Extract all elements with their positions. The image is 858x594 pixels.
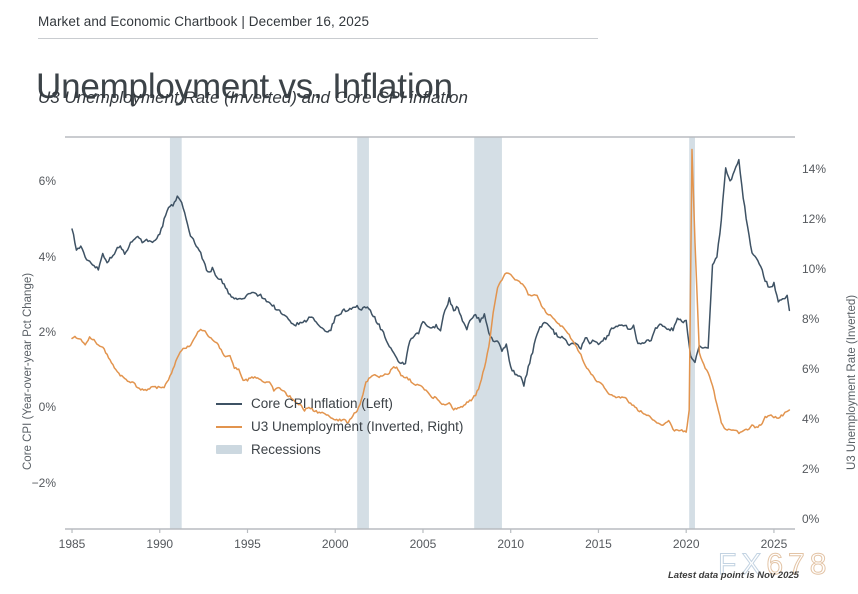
y-axis-right-title: U3 Unemployment Rate (Inverted)	[846, 294, 858, 470]
recession-band	[357, 137, 369, 529]
x-tick-label: 1990	[146, 537, 174, 551]
legend-label: U3 Unemployment (Inverted, Right)	[251, 419, 464, 434]
y-tick-right: 0%	[802, 512, 820, 527]
legend-band-swatch	[216, 445, 242, 454]
y-tick-left: 0%	[38, 400, 56, 415]
recession-band	[169, 137, 182, 529]
legend-line-swatch	[216, 402, 242, 405]
y-tick-left: 6%	[38, 174, 56, 189]
watermark-glyph: 8	[809, 548, 832, 582]
recession-band	[689, 137, 695, 529]
y-tick-right: 12%	[802, 211, 827, 226]
y-tick-left: 2%	[38, 325, 56, 339]
chart-legend: Core CPI Inflation (Left) U3 Unemployment…	[216, 392, 463, 461]
x-tick-label: 2025	[760, 537, 788, 551]
x-tick-label: 2000	[321, 537, 349, 551]
x-tick-label: 2020	[672, 537, 700, 551]
header-divider	[38, 38, 598, 39]
watermark-glyph: X	[741, 548, 767, 582]
fx678-watermark: FX678	[717, 548, 832, 582]
legend-item[interactable]: Core CPI Inflation (Left)	[216, 392, 463, 415]
page-subtitle: U3 Unemployment Rate (Inverted) and Core…	[38, 88, 468, 107]
legend-line-swatch	[216, 425, 242, 428]
page-title: Unemployment vs. Inflation	[36, 67, 453, 107]
y-tick-right: 6%	[802, 361, 820, 376]
x-tick-label: 2010	[497, 537, 525, 551]
chartbook-kicker: Market and Economic Chartbook | December…	[38, 14, 370, 29]
x-tick-label: 2015	[585, 537, 612, 551]
y-tick-right: 2%	[802, 462, 820, 477]
legend-label: Core CPI Inflation (Left)	[251, 396, 393, 411]
series-line-cpi	[71, 158, 791, 387]
y-tick-left: 4%	[38, 249, 56, 264]
latest-data-note: Latest data point is Nov 2025	[668, 570, 799, 581]
y-tick-right: 8%	[802, 311, 820, 326]
x-tick-label: 1985	[58, 537, 86, 551]
watermark-glyph: F	[717, 548, 742, 582]
legend-label: Recessions	[251, 442, 321, 457]
watermark-glyph: 6	[766, 548, 789, 582]
x-tick-label: 2005	[409, 537, 437, 551]
legend-item[interactable]: Recessions	[216, 438, 463, 461]
x-tick-label: 1995	[234, 537, 261, 551]
y-axis-left-title: Core CPI (Year-over-year Pct Change)	[22, 272, 34, 470]
y-tick-right: 14%	[802, 161, 827, 176]
y-tick-right: 4%	[802, 412, 820, 427]
series-line-unemployment	[71, 148, 791, 435]
legend-item[interactable]: U3 Unemployment (Inverted, Right)	[216, 415, 463, 438]
watermark-glyph: 7	[788, 548, 810, 582]
y-tick-right: 10%	[802, 261, 827, 276]
y-tick-left: −2%	[31, 475, 56, 490]
